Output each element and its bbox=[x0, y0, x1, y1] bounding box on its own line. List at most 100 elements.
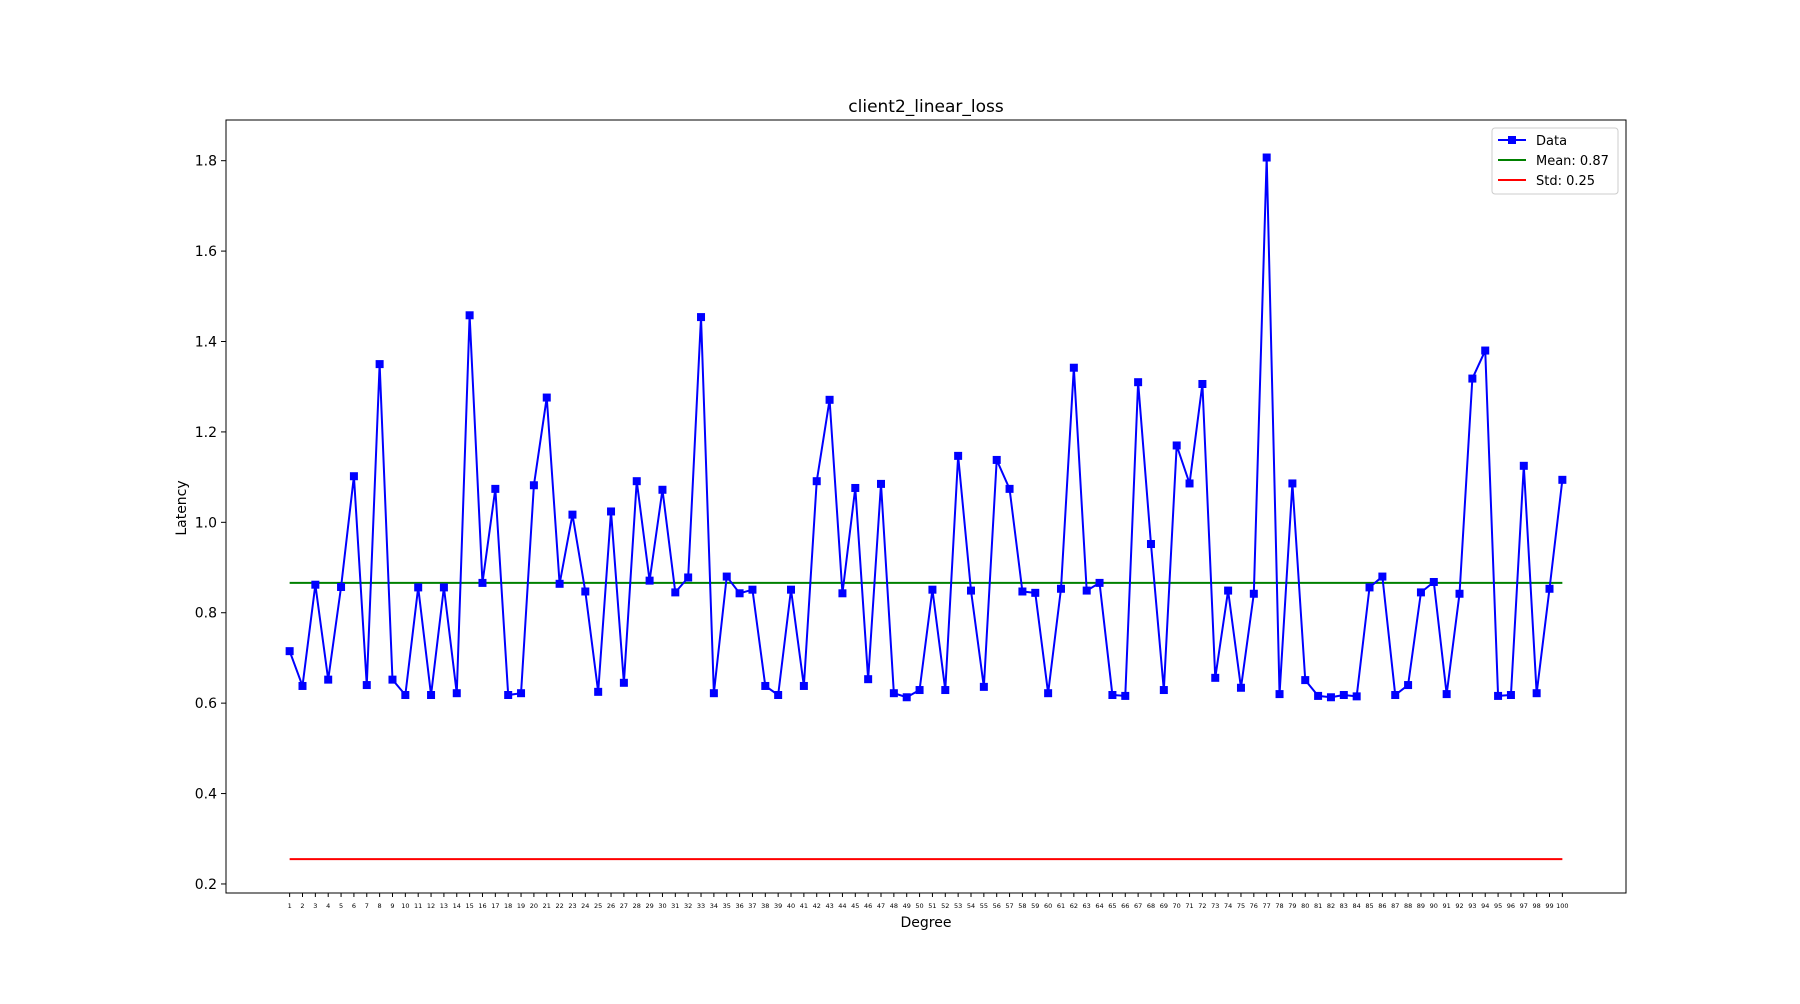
data-point bbox=[684, 573, 693, 582]
data-point bbox=[877, 479, 886, 488]
x-tick-label: 68 bbox=[1147, 902, 1155, 910]
y-axis: 0.2 0.4 0.6 0.8 1.0 1.2 1.4 1.6 1.8 bbox=[195, 154, 226, 893]
data-point bbox=[1044, 689, 1053, 698]
data-point bbox=[1314, 691, 1323, 700]
data-point bbox=[1468, 374, 1477, 383]
x-tick-label: 84 bbox=[1353, 902, 1361, 910]
x-tick-label: 90 bbox=[1430, 902, 1438, 910]
x-tick-label: 15 bbox=[465, 902, 473, 910]
y-tick-label: 0.6 bbox=[195, 696, 217, 712]
x-axis-label: Degree bbox=[901, 915, 952, 931]
data-point bbox=[838, 589, 847, 598]
x-tick-label: 82 bbox=[1327, 902, 1335, 910]
data-point bbox=[1236, 683, 1245, 692]
x-tick-label: 62 bbox=[1070, 902, 1078, 910]
data-point bbox=[337, 582, 346, 591]
data-point bbox=[1429, 577, 1438, 586]
x-tick-label: 55 bbox=[980, 902, 988, 910]
data-point bbox=[1134, 378, 1143, 387]
x-tick-label: 19 bbox=[517, 902, 525, 910]
y-tick-label: 0.4 bbox=[195, 787, 217, 803]
x-tick-label: 93 bbox=[1468, 902, 1476, 910]
data-point bbox=[954, 451, 963, 460]
data-point bbox=[427, 691, 436, 700]
y-tick-label: 0.2 bbox=[195, 877, 217, 893]
data-point bbox=[1352, 692, 1361, 701]
x-tick-label: 53 bbox=[954, 902, 962, 910]
data-point bbox=[388, 675, 397, 684]
x-tick-label: 21 bbox=[543, 902, 551, 910]
x-tick-label: 58 bbox=[1018, 902, 1026, 910]
data-point bbox=[1494, 691, 1503, 700]
x-tick-label: 76 bbox=[1250, 902, 1258, 910]
data-point bbox=[1506, 691, 1515, 700]
data-point bbox=[825, 395, 834, 404]
data-point bbox=[992, 455, 1001, 464]
data-point bbox=[928, 585, 937, 594]
x-tick-label: 40 bbox=[787, 902, 795, 910]
data-point bbox=[414, 583, 423, 592]
data-point bbox=[645, 576, 654, 585]
data-point bbox=[851, 483, 860, 492]
data-point bbox=[401, 691, 410, 700]
chart-title: client2_linear_loss bbox=[848, 97, 1004, 117]
data-point bbox=[864, 675, 873, 684]
x-tick-label: 54 bbox=[967, 902, 975, 910]
x-tick-label: 28 bbox=[633, 902, 641, 910]
data-point bbox=[1404, 681, 1413, 690]
data-point bbox=[1172, 441, 1181, 450]
x-tick-label: 83 bbox=[1340, 902, 1348, 910]
x-tick-label: 42 bbox=[813, 902, 821, 910]
x-tick-label: 78 bbox=[1275, 902, 1283, 910]
x-tick-label: 96 bbox=[1507, 902, 1515, 910]
x-tick-label: 35 bbox=[723, 902, 731, 910]
data-point bbox=[285, 647, 294, 656]
x-tick-label: 49 bbox=[903, 902, 911, 910]
data-point bbox=[478, 578, 487, 587]
data-point bbox=[619, 678, 628, 687]
data-point bbox=[1095, 578, 1104, 587]
data-point bbox=[594, 687, 603, 696]
x-tick-label: 74 bbox=[1224, 902, 1232, 910]
x-tick-label: 56 bbox=[993, 902, 1001, 910]
data-point bbox=[889, 689, 898, 698]
data-point bbox=[568, 510, 577, 519]
data-point bbox=[658, 485, 667, 494]
x-tick-label: 98 bbox=[1533, 902, 1541, 910]
data-point bbox=[504, 691, 513, 700]
data-point bbox=[375, 360, 384, 369]
data-point bbox=[787, 585, 796, 594]
x-tick-label: 99 bbox=[1545, 902, 1553, 910]
x-tick-label: 11 bbox=[414, 902, 422, 910]
data-point bbox=[1224, 586, 1233, 595]
x-tick-label: 4 bbox=[326, 902, 330, 910]
data-point bbox=[517, 689, 526, 698]
data-point bbox=[439, 583, 448, 592]
y-axis-label: Latency bbox=[174, 480, 190, 535]
data-point bbox=[941, 686, 950, 695]
data-point bbox=[542, 393, 551, 402]
x-tick-label: 91 bbox=[1443, 902, 1451, 910]
data-point bbox=[774, 691, 783, 700]
legend-label: Mean: 0.87 bbox=[1536, 154, 1609, 169]
x-tick-label: 17 bbox=[491, 902, 499, 910]
x-tick-label: 13 bbox=[440, 902, 448, 910]
x-tick-label: 89 bbox=[1417, 902, 1425, 910]
data-point bbox=[1031, 588, 1040, 597]
y-tick-label: 1.4 bbox=[195, 335, 217, 351]
data-point bbox=[902, 693, 911, 702]
y-tick-label: 1.2 bbox=[195, 425, 217, 441]
x-tick-label: 100 bbox=[1556, 902, 1568, 910]
x-tick-label: 80 bbox=[1301, 902, 1309, 910]
data-point bbox=[1288, 479, 1297, 488]
data-point bbox=[1481, 346, 1490, 355]
x-tick-label: 63 bbox=[1083, 902, 1091, 910]
x-tick-label: 33 bbox=[697, 902, 705, 910]
y-tick-label: 1.6 bbox=[195, 244, 217, 260]
data-point bbox=[966, 586, 975, 595]
data-point bbox=[607, 507, 616, 516]
x-tick-label: 24 bbox=[581, 902, 589, 910]
data-point bbox=[915, 686, 924, 695]
data-point bbox=[1146, 540, 1155, 549]
